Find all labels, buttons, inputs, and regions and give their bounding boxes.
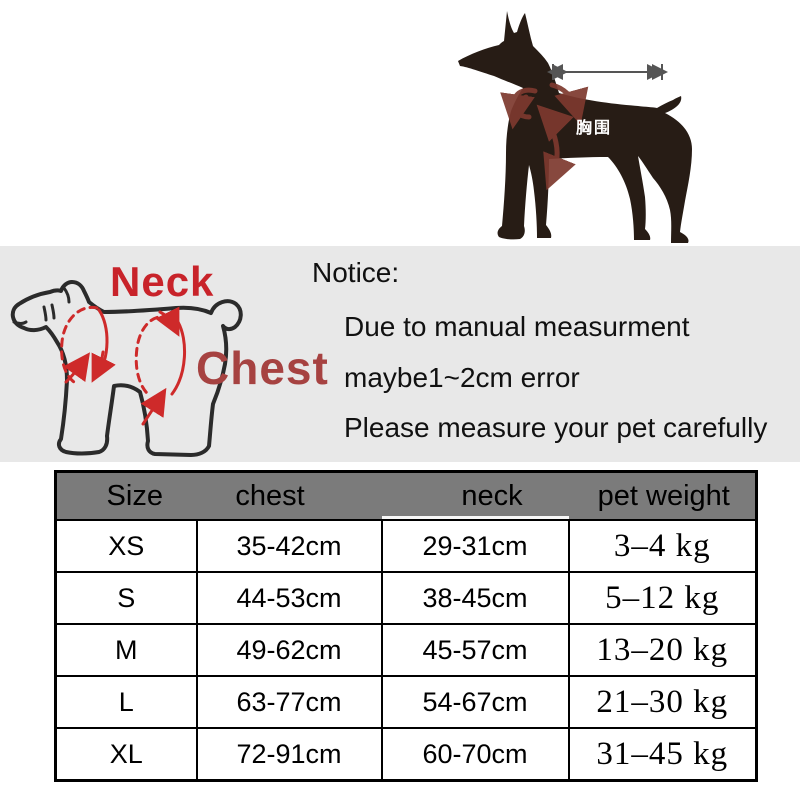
cell-s-weight: 5–12 kg bbox=[567, 571, 758, 625]
table-row-m: M 49-62cm 45-57cm 13–20 kg bbox=[54, 623, 758, 677]
table-row-xl: XL 72-91cm 60-70cm 31–45 kg bbox=[54, 727, 758, 782]
notice-line-1: Due to manual measurment bbox=[344, 311, 690, 342]
notice-line-3: Please measure your pet carefully bbox=[344, 412, 768, 443]
chest-measure-ellipse bbox=[134, 306, 187, 426]
table-row-l: L 63-77cm 54-67cm 21–30 kg bbox=[54, 675, 758, 729]
chest-measure-label: Chest bbox=[196, 342, 329, 394]
cell-xl-neck: 60-70cm bbox=[380, 727, 570, 782]
back-length-arrow bbox=[547, 64, 668, 80]
header-label-chest: chest bbox=[235, 479, 305, 512]
dog-body-silhouette bbox=[458, 11, 692, 243]
neck-measure-label: Neck bbox=[110, 258, 215, 305]
cell-xs-chest: 35-42cm bbox=[195, 519, 383, 573]
cell-l-size: L bbox=[54, 675, 198, 729]
cell-m-chest: 49-62cm bbox=[195, 623, 383, 677]
chest-girth-cn-label: 胸围 bbox=[576, 118, 612, 137]
cell-m-neck: 45-57cm bbox=[380, 623, 570, 677]
header-cell-size: Size bbox=[55, 471, 197, 520]
cell-xl-weight: 31–45 kg bbox=[567, 727, 758, 782]
header-label-neck: neck bbox=[461, 479, 523, 512]
harness-sketch bbox=[500, 82, 589, 191]
doberman-silhouette-diagram: 胸围 bbox=[458, 11, 692, 243]
cell-m-size: M bbox=[54, 623, 198, 677]
dog-outline-sketch bbox=[10, 280, 243, 457]
header-cell-neck: neck bbox=[381, 471, 569, 520]
size-table-header-row: Size chest neck pet weight bbox=[55, 471, 757, 520]
cell-l-neck: 54-67cm bbox=[380, 675, 570, 729]
cell-l-chest: 63-77cm bbox=[195, 675, 383, 729]
header-label-weight: pet weight bbox=[597, 479, 730, 512]
cell-xl-chest: 72-91cm bbox=[195, 727, 383, 782]
measuring-guide-band bbox=[0, 246, 800, 462]
header-label-size: Size bbox=[106, 479, 163, 512]
table-row-s: S 44-53cm 38-45cm 5–12 kg bbox=[54, 571, 758, 625]
cell-s-chest: 44-53cm bbox=[195, 571, 383, 625]
cell-xl-size: XL bbox=[54, 727, 198, 782]
cell-xs-size: XS bbox=[54, 519, 198, 573]
neck-measure-ellipse bbox=[60, 305, 116, 384]
cell-xs-neck: 29-31cm bbox=[380, 519, 570, 573]
notice-title: Notice: bbox=[312, 257, 400, 288]
notice-line-2: maybe1~2cm error bbox=[344, 362, 580, 393]
cell-xs-weight: 3–4 kg bbox=[567, 519, 758, 573]
size-table: Size chest neck pet weight XS 35-42cm 29… bbox=[54, 470, 758, 782]
header-cell-chest: chest bbox=[196, 471, 382, 520]
cell-l-weight: 21–30 kg bbox=[567, 675, 758, 729]
cell-m-weight: 13–20 kg bbox=[567, 623, 758, 677]
cell-s-size: S bbox=[54, 571, 198, 625]
cell-s-neck: 38-45cm bbox=[380, 571, 570, 625]
table-row-xs: XS 35-42cm 29-31cm 3–4 kg bbox=[54, 519, 758, 573]
header-cell-weight: pet weight bbox=[568, 471, 757, 520]
